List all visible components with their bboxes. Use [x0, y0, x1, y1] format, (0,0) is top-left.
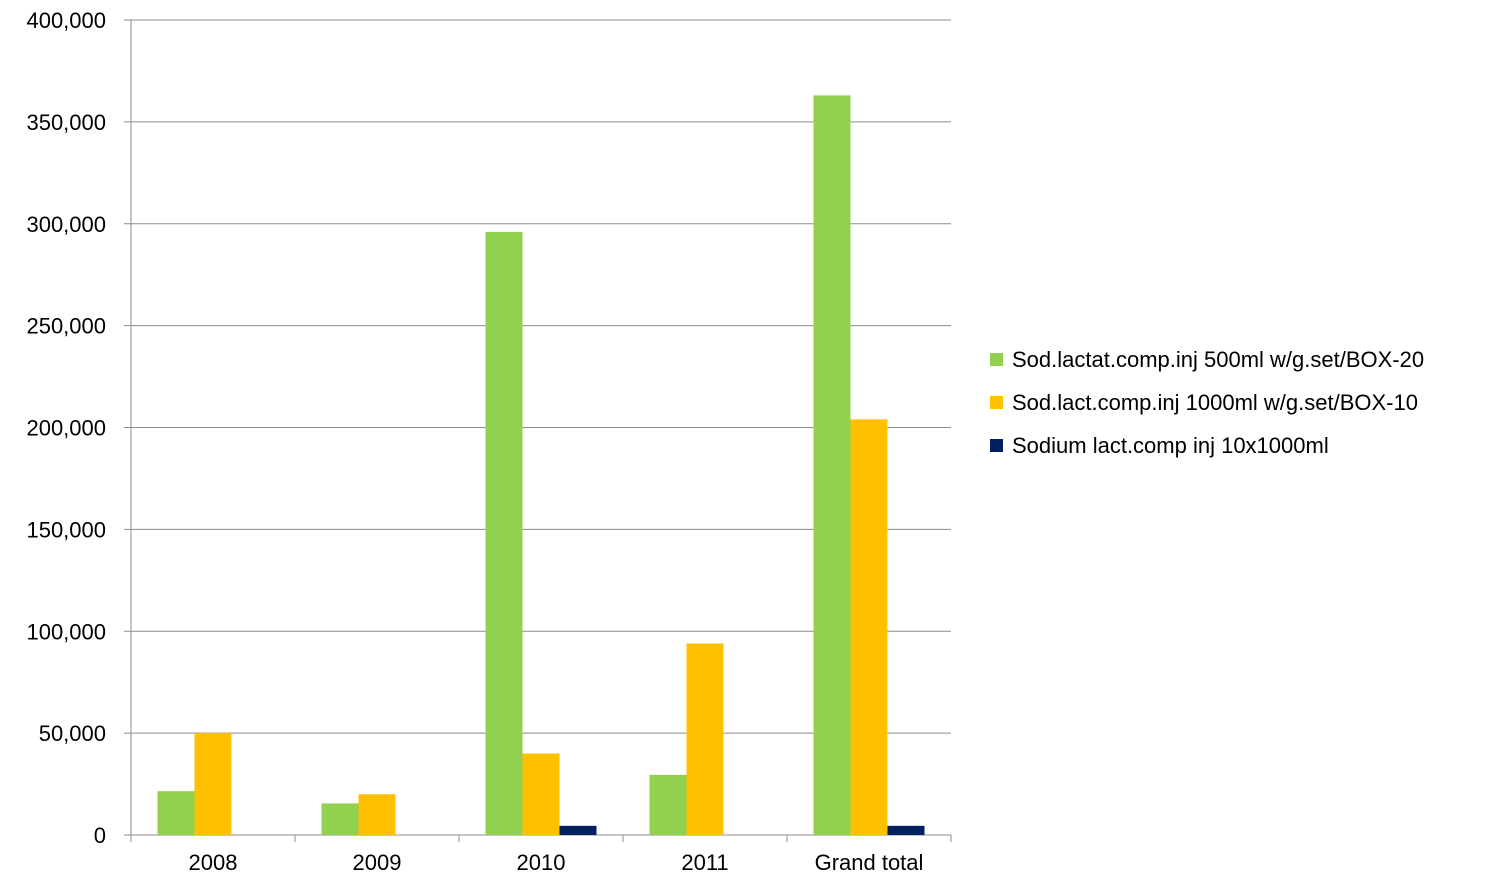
legend-label: Sod.lactat.comp.inj 500ml w/g.set/BOX-20	[1012, 347, 1425, 372]
legend-swatch	[990, 396, 1003, 409]
y-tick-label: 350,000	[26, 110, 106, 135]
bar	[485, 231, 523, 835]
bar	[358, 794, 396, 835]
legend-item: Sod.lactat.comp.inj 500ml w/g.set/BOX-20	[990, 344, 1490, 375]
bar	[321, 803, 359, 835]
y-tick-label: 150,000	[26, 517, 106, 542]
y-tick-label: 0	[94, 823, 106, 848]
bar	[157, 791, 195, 835]
bar	[649, 774, 687, 835]
x-tick-label: 2008	[189, 850, 238, 875]
x-tick-label: 2010	[517, 850, 566, 875]
bar	[813, 95, 851, 835]
legend-label: Sodium lact.comp inj 10x1000ml	[1012, 433, 1329, 458]
legend-item: Sod.lact.comp.inj 1000ml w/g.set/BOX-10	[990, 387, 1490, 418]
bar	[522, 753, 560, 835]
legend-item: Sodium lact.comp inj 10x1000ml	[990, 430, 1490, 461]
y-tick-label: 300,000	[26, 212, 106, 237]
x-tick-label: Grand total	[815, 850, 924, 875]
bar	[194, 733, 232, 835]
y-tick-label: 400,000	[26, 8, 106, 33]
legend: Sod.lactat.comp.inj 500ml w/g.set/BOX-20…	[990, 344, 1490, 473]
y-tick-label: 250,000	[26, 314, 106, 339]
bar	[559, 825, 597, 835]
legend-label: Sod.lact.comp.inj 1000ml w/g.set/BOX-10	[1012, 390, 1418, 415]
bar	[686, 643, 724, 835]
x-tick-label: 2011	[681, 850, 728, 875]
bar	[887, 825, 925, 835]
x-tick-label: 2009	[353, 850, 402, 875]
y-tick-label: 200,000	[26, 416, 106, 441]
y-tick-label: 50,000	[39, 721, 106, 746]
bar	[850, 419, 888, 835]
legend-swatch	[990, 439, 1003, 452]
y-tick-label: 100,000	[26, 619, 106, 644]
legend-swatch	[990, 353, 1003, 366]
